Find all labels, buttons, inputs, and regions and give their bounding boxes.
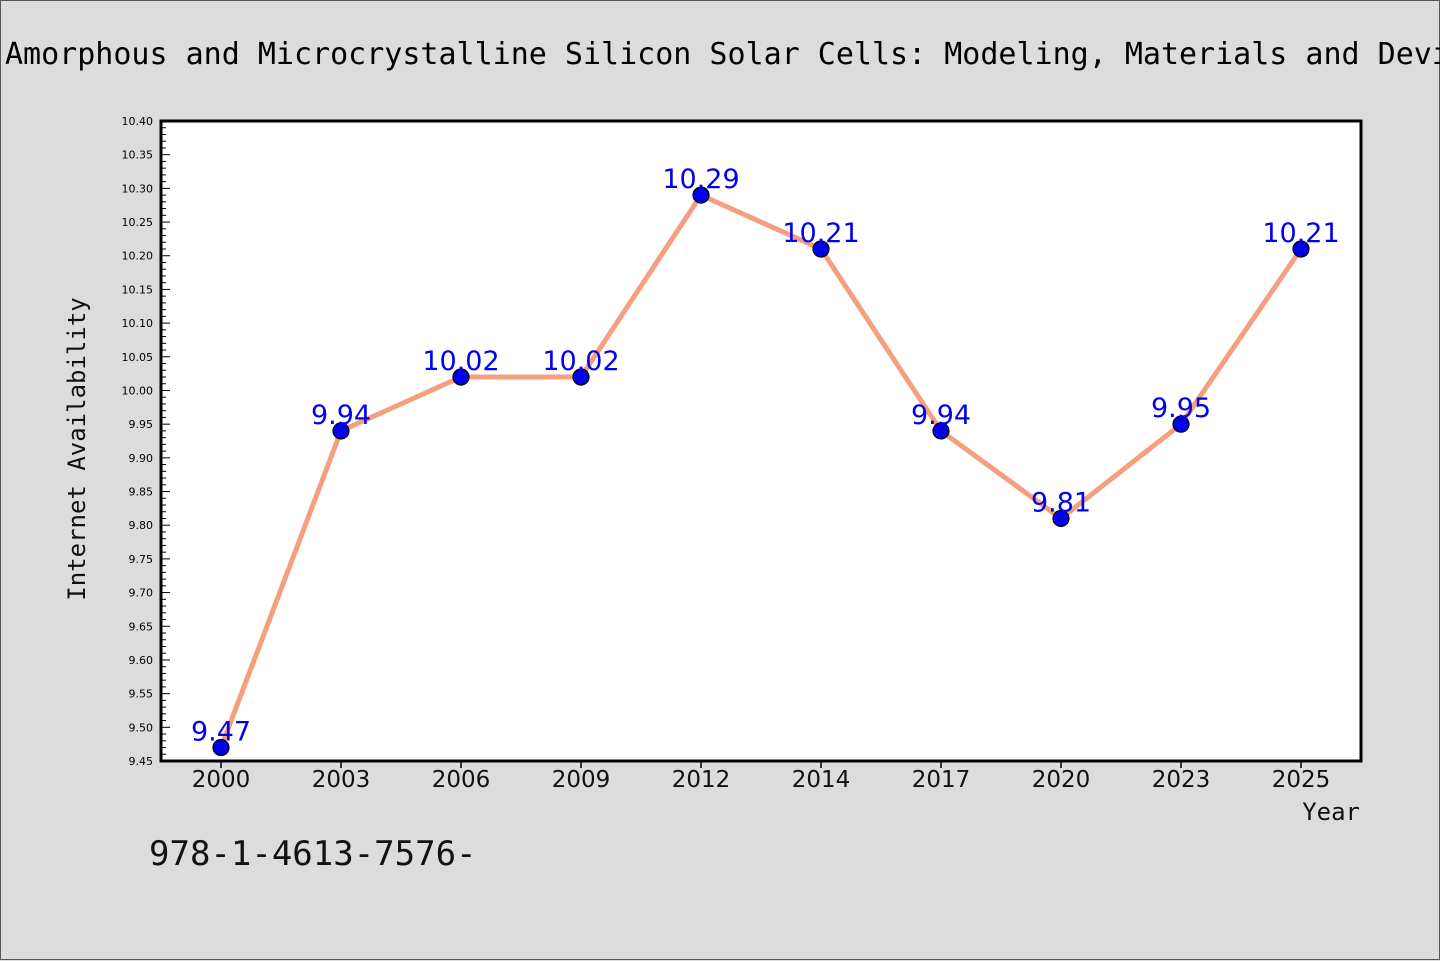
data-point	[572, 368, 590, 386]
plot-area	[159, 119, 1363, 763]
y-tick-label: 10.40	[122, 115, 154, 128]
data-label: 9.94	[911, 400, 971, 431]
y-tick-label: 9.50	[129, 721, 154, 734]
data-label: 9.94	[311, 400, 371, 431]
y-tick-label: 9.45	[129, 755, 154, 768]
data-label: 9.95	[1151, 393, 1211, 424]
data-point	[932, 422, 950, 440]
marker-group	[212, 186, 1310, 757]
data-label: 9.47	[191, 717, 251, 748]
data-label: 10.02	[542, 346, 619, 377]
chart-title: Amorphous and Microcrystalline Silicon S…	[5, 37, 1440, 72]
series-line	[218, 192, 1304, 751]
x-tick-label: 2012	[672, 767, 731, 793]
y-tick-label: 10.00	[122, 384, 154, 397]
data-point	[812, 240, 830, 258]
data-label-group: 9.47 9.94 10.02 10.02 10.29 10.21 9.94 9.81 9.95…	[191, 164, 1340, 747]
y-tick-label: 10.10	[122, 317, 154, 330]
x-tick-label: 2006	[432, 767, 491, 793]
y-tick-label: 10.30	[122, 182, 154, 195]
data-point	[1292, 240, 1310, 258]
y-tick-label: 9.65	[129, 620, 154, 633]
isbn-annotation: 978-1-4613-7576-	[149, 834, 477, 874]
y-axis-label: Internet Availability	[63, 297, 91, 600]
x-tick-label: 2020	[1032, 767, 1091, 793]
data-point	[212, 738, 230, 757]
y-tick-label: 9.75	[129, 553, 154, 566]
y-tick-label: 10.05	[122, 351, 154, 364]
y-tick-label: 9.70	[129, 587, 154, 600]
x-tick-label: 2000	[192, 767, 251, 793]
x-tick-label: 2025	[1272, 767, 1331, 793]
y-tick-label: 9.95	[129, 418, 154, 431]
x-axis: 2000 2003 2006 2009 2012 2014 2017 2020 2023 2025	[192, 761, 1331, 793]
data-point	[692, 186, 710, 204]
x-axis-label: Year	[1302, 798, 1360, 826]
y-tick-label: 10.35	[122, 149, 154, 162]
x-tick-label: 2017	[912, 767, 971, 793]
y-tick-label: 10.25	[122, 216, 154, 229]
series-line-group	[218, 192, 1304, 751]
data-label: 10.29	[662, 164, 739, 195]
data-point	[1052, 509, 1070, 528]
data-label: 10.21	[1262, 218, 1339, 249]
y-axis: 9.45 9.50 9.55 9.60 9.65 9.70 9.75 9.80 9.85 9.90…	[122, 115, 170, 768]
x-tick-label: 2014	[792, 767, 851, 793]
y-tick-label: 9.60	[129, 654, 154, 667]
y-tick-label: 10.15	[122, 283, 154, 296]
y-tick-label: 9.80	[129, 519, 154, 532]
x-tick-label: 2023	[1152, 767, 1211, 793]
y-tick-label: 9.90	[129, 452, 154, 465]
data-point	[1172, 415, 1190, 433]
data-label: 9.81	[1031, 487, 1091, 518]
data-label: 10.02	[422, 346, 499, 377]
data-label: 10.21	[782, 218, 859, 249]
y-tick-label: 10.20	[122, 250, 154, 263]
y-tick-label: 9.55	[129, 688, 154, 701]
x-tick-label: 2003	[312, 767, 371, 793]
data-point	[332, 422, 350, 440]
y-tick-label: 9.85	[129, 486, 154, 499]
x-tick-label: 2009	[552, 767, 611, 793]
data-point	[452, 368, 470, 386]
